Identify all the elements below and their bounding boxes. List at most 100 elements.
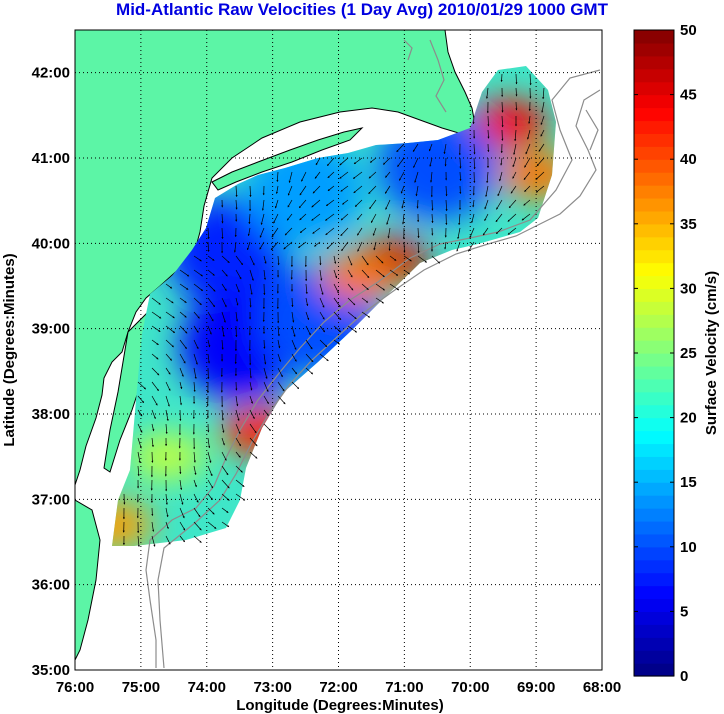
velocity-arrow bbox=[235, 269, 242, 280]
velocity-arrow bbox=[515, 87, 518, 97]
velocity-arrow bbox=[235, 437, 242, 447]
velocity-arrow bbox=[247, 227, 251, 237]
velocity-arrow bbox=[387, 227, 391, 239]
velocity-arrow bbox=[319, 297, 325, 308]
velocity-arrow bbox=[469, 227, 475, 239]
velocity-arrow bbox=[235, 409, 240, 421]
velocity-arrow bbox=[486, 171, 489, 184]
velocity-arrow bbox=[319, 255, 322, 266]
map-title: Mid-Atlantic Raw Velocities (1 Day Avg) … bbox=[116, 0, 608, 19]
velocity-arrow bbox=[431, 255, 441, 264]
velocity-arrow bbox=[361, 255, 369, 266]
colorbar: 0 5 10 15 20 25 30 35 40 45 50 bbox=[633, 22, 697, 685]
x-tick-label: 68:00 bbox=[583, 679, 621, 696]
velocity-arrow bbox=[443, 143, 447, 155]
velocity-arrow bbox=[471, 213, 475, 224]
velocity-arrow bbox=[413, 157, 419, 168]
velocity-arrow bbox=[137, 381, 146, 390]
velocity-arrow bbox=[444, 157, 447, 167]
colorbar-tick-label: 20 bbox=[680, 410, 697, 427]
colorbar-step bbox=[634, 288, 674, 302]
colorbar-step bbox=[634, 159, 674, 173]
y-tick-label: 36:00 bbox=[32, 577, 70, 594]
velocity-arrow bbox=[277, 325, 280, 337]
velocity-arrow bbox=[388, 241, 391, 251]
velocity-arrow bbox=[305, 297, 309, 307]
velocity-arrow bbox=[368, 185, 377, 195]
velocity-arrow bbox=[246, 241, 251, 251]
velocity-arrow bbox=[179, 507, 185, 519]
velocity-arrow bbox=[372, 227, 377, 236]
velocity-arrow bbox=[179, 297, 187, 303]
velocity-arrow bbox=[193, 269, 203, 277]
y-tick-label: 39:00 bbox=[32, 321, 70, 338]
velocity-arrow bbox=[287, 199, 293, 208]
velocity-arrow bbox=[314, 171, 321, 179]
velocity-arrow bbox=[165, 423, 168, 435]
velocity-region bbox=[320, 253, 397, 302]
velocity-arrow bbox=[356, 213, 363, 220]
velocity-arrow bbox=[540, 115, 545, 126]
velocity-arrow bbox=[482, 227, 489, 236]
colorbar-step bbox=[634, 314, 674, 328]
velocity-arrow bbox=[383, 157, 391, 165]
velocity-arrow bbox=[273, 213, 279, 224]
bathymetry-contours bbox=[145, 39, 601, 669]
velocity-arrow bbox=[445, 199, 448, 212]
colorbar-step bbox=[634, 456, 674, 470]
velocity-arrow bbox=[369, 157, 377, 163]
colorbar-step bbox=[634, 262, 674, 277]
velocity-arrow bbox=[500, 73, 503, 82]
velocity-arrow bbox=[165, 339, 174, 348]
colorbar-tick-label: 35 bbox=[680, 216, 697, 233]
colorbar-step bbox=[634, 120, 674, 134]
colorbar-step bbox=[634, 469, 674, 483]
velocity-arrow bbox=[165, 367, 171, 375]
velocity-arrow bbox=[353, 157, 363, 165]
velocity-arrow bbox=[193, 479, 197, 488]
velocity-arrow bbox=[179, 367, 184, 377]
velocity-arrow bbox=[221, 479, 230, 489]
velocity-arrow bbox=[271, 227, 279, 238]
velocity-arrow bbox=[151, 423, 155, 432]
velocity-arrow bbox=[353, 171, 363, 179]
velocity-arrow bbox=[291, 381, 300, 389]
x-tick-label: 69:00 bbox=[517, 679, 555, 696]
velocity-arrow bbox=[507, 227, 517, 235]
velocity-arrow bbox=[535, 185, 545, 193]
colorbar-tick-label: 10 bbox=[680, 539, 697, 556]
colorbar-step bbox=[634, 107, 674, 122]
velocity-arrow bbox=[340, 185, 349, 192]
velocity-arrow bbox=[525, 143, 531, 155]
velocity-arrow bbox=[357, 227, 363, 236]
velocity-arrow bbox=[207, 451, 212, 463]
velocity-arrow bbox=[333, 325, 341, 333]
velocity-arrow bbox=[165, 325, 175, 334]
velocity-arrow bbox=[193, 535, 202, 543]
velocity-arrow bbox=[165, 493, 168, 505]
velocity-arrow bbox=[221, 409, 224, 421]
velocity-arrow bbox=[193, 311, 200, 319]
velocity-arrow bbox=[235, 283, 240, 293]
velocity-arrow bbox=[347, 311, 357, 320]
velocity-arrow bbox=[151, 395, 158, 406]
velocity-arrow bbox=[288, 171, 293, 183]
colorbar-step bbox=[634, 378, 674, 393]
velocity-arrow bbox=[444, 241, 447, 250]
velocity-arrow bbox=[361, 269, 370, 278]
velocity-arrow bbox=[538, 143, 545, 152]
velocity-arrow bbox=[484, 199, 489, 210]
colorbar-step bbox=[634, 533, 674, 548]
y-tick-labels: 35:00 36:00 37:00 38:00 39:00 40:00 41:00 42:00 bbox=[32, 65, 70, 679]
velocity-arrow bbox=[301, 171, 307, 182]
colorbar-step bbox=[634, 340, 674, 354]
velocity-arrow bbox=[291, 297, 294, 308]
velocity-arrow bbox=[207, 227, 210, 240]
velocity-arrow bbox=[261, 199, 265, 211]
velocity-arrow bbox=[270, 241, 279, 251]
velocity-arrow bbox=[319, 353, 329, 362]
velocity-arrow bbox=[193, 353, 198, 365]
velocity-arrow bbox=[263, 367, 268, 379]
velocity-arrow bbox=[235, 451, 241, 458]
x-tick-label: 70:00 bbox=[451, 679, 489, 696]
